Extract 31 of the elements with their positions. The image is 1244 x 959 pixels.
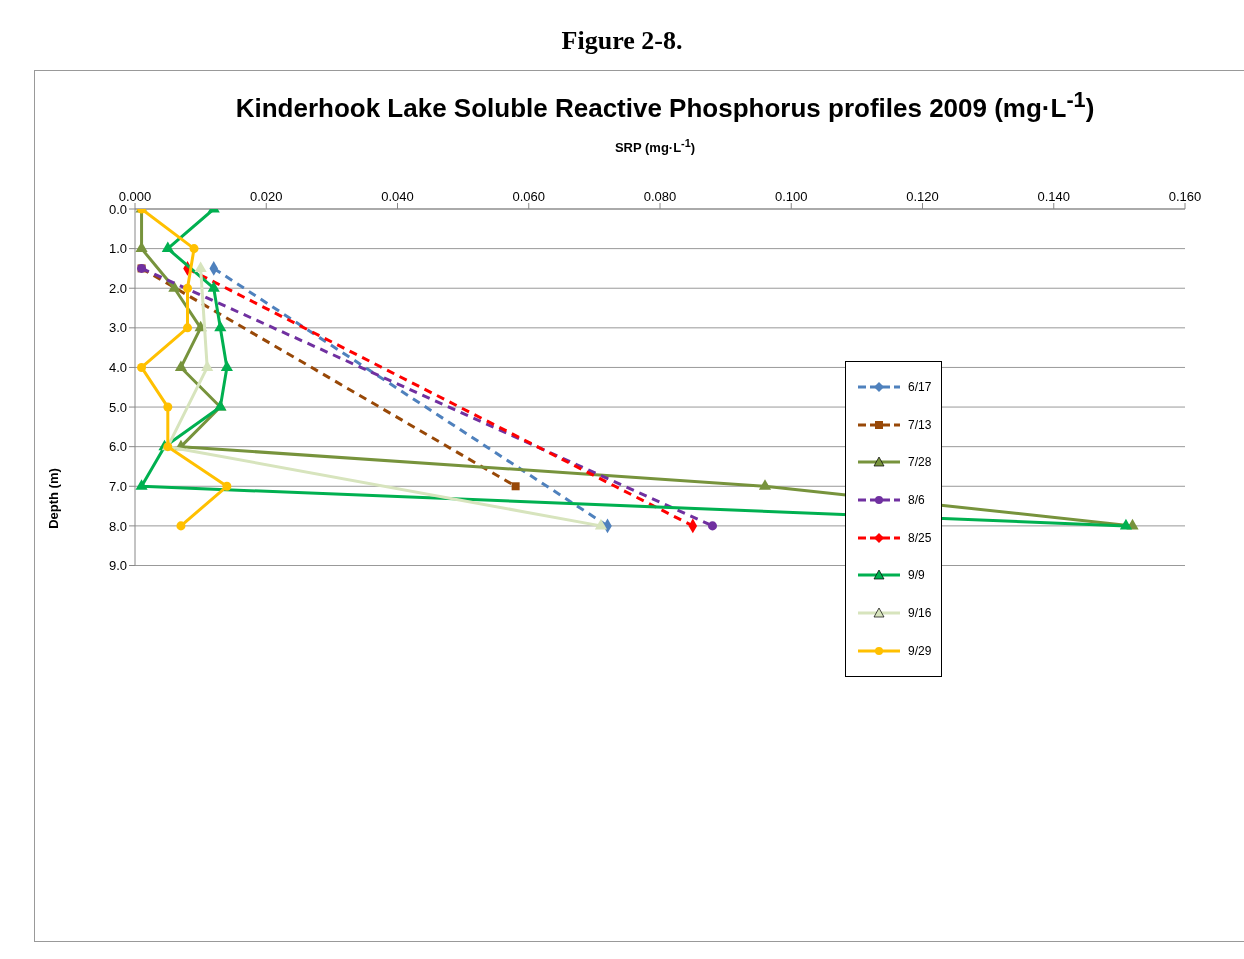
y-tick-label: 8.0 (108, 518, 127, 534)
caption: Figure 2-8. (560, 25, 684, 56)
y-tick-label: 0.0 (108, 201, 127, 217)
legend-label: 8/6 (908, 492, 925, 507)
legend-label: 9/29 (908, 643, 932, 658)
x-tick-label: 0.120 (906, 189, 939, 204)
x-axis-title: SRP (mg·L$^{-1}$) (613, 137, 697, 156)
legend-label: 6/17 (908, 379, 932, 394)
legend-label: 7/13 (908, 417, 932, 432)
y-tick-label: 5.0 (108, 399, 127, 415)
y-tick-label: 6.0 (108, 439, 127, 455)
legend-label: 7/28 (908, 455, 932, 470)
x-tick-label: 0.100 (774, 189, 808, 204)
y-tick-label: 7.0 (108, 478, 127, 494)
y-tick-label: 2.0 (108, 280, 127, 296)
x-tick-label: 0.140 (1037, 189, 1071, 204)
x-tick-label: 0.080 (643, 189, 677, 204)
legend-label: 8/25 (908, 530, 932, 545)
x-tick-label: 0.000 (118, 189, 152, 204)
x-tick-label: 0.160 (1168, 189, 1202, 204)
x-tick-label: 0.020 (249, 189, 283, 204)
legend-label: 9/9 (908, 568, 925, 583)
y-tick-label: 1.0 (108, 241, 127, 257)
y-tick-label: 4.0 (108, 360, 127, 376)
y-axis-title: Depth (m) (45, 467, 61, 531)
y-tick-label: 3.0 (108, 320, 127, 336)
y-tick-label: 9.0 (108, 558, 127, 574)
x-tick-label: 0.040 (381, 189, 414, 204)
legend-label: 9/16 (908, 605, 932, 620)
x-tick-label: 0.060 (512, 189, 546, 204)
chart-title: Kinderhook Lake Soluble Reactive Phosphorus profiles 2009 (mg·L$^{-1}$) (234, 87, 1096, 124)
